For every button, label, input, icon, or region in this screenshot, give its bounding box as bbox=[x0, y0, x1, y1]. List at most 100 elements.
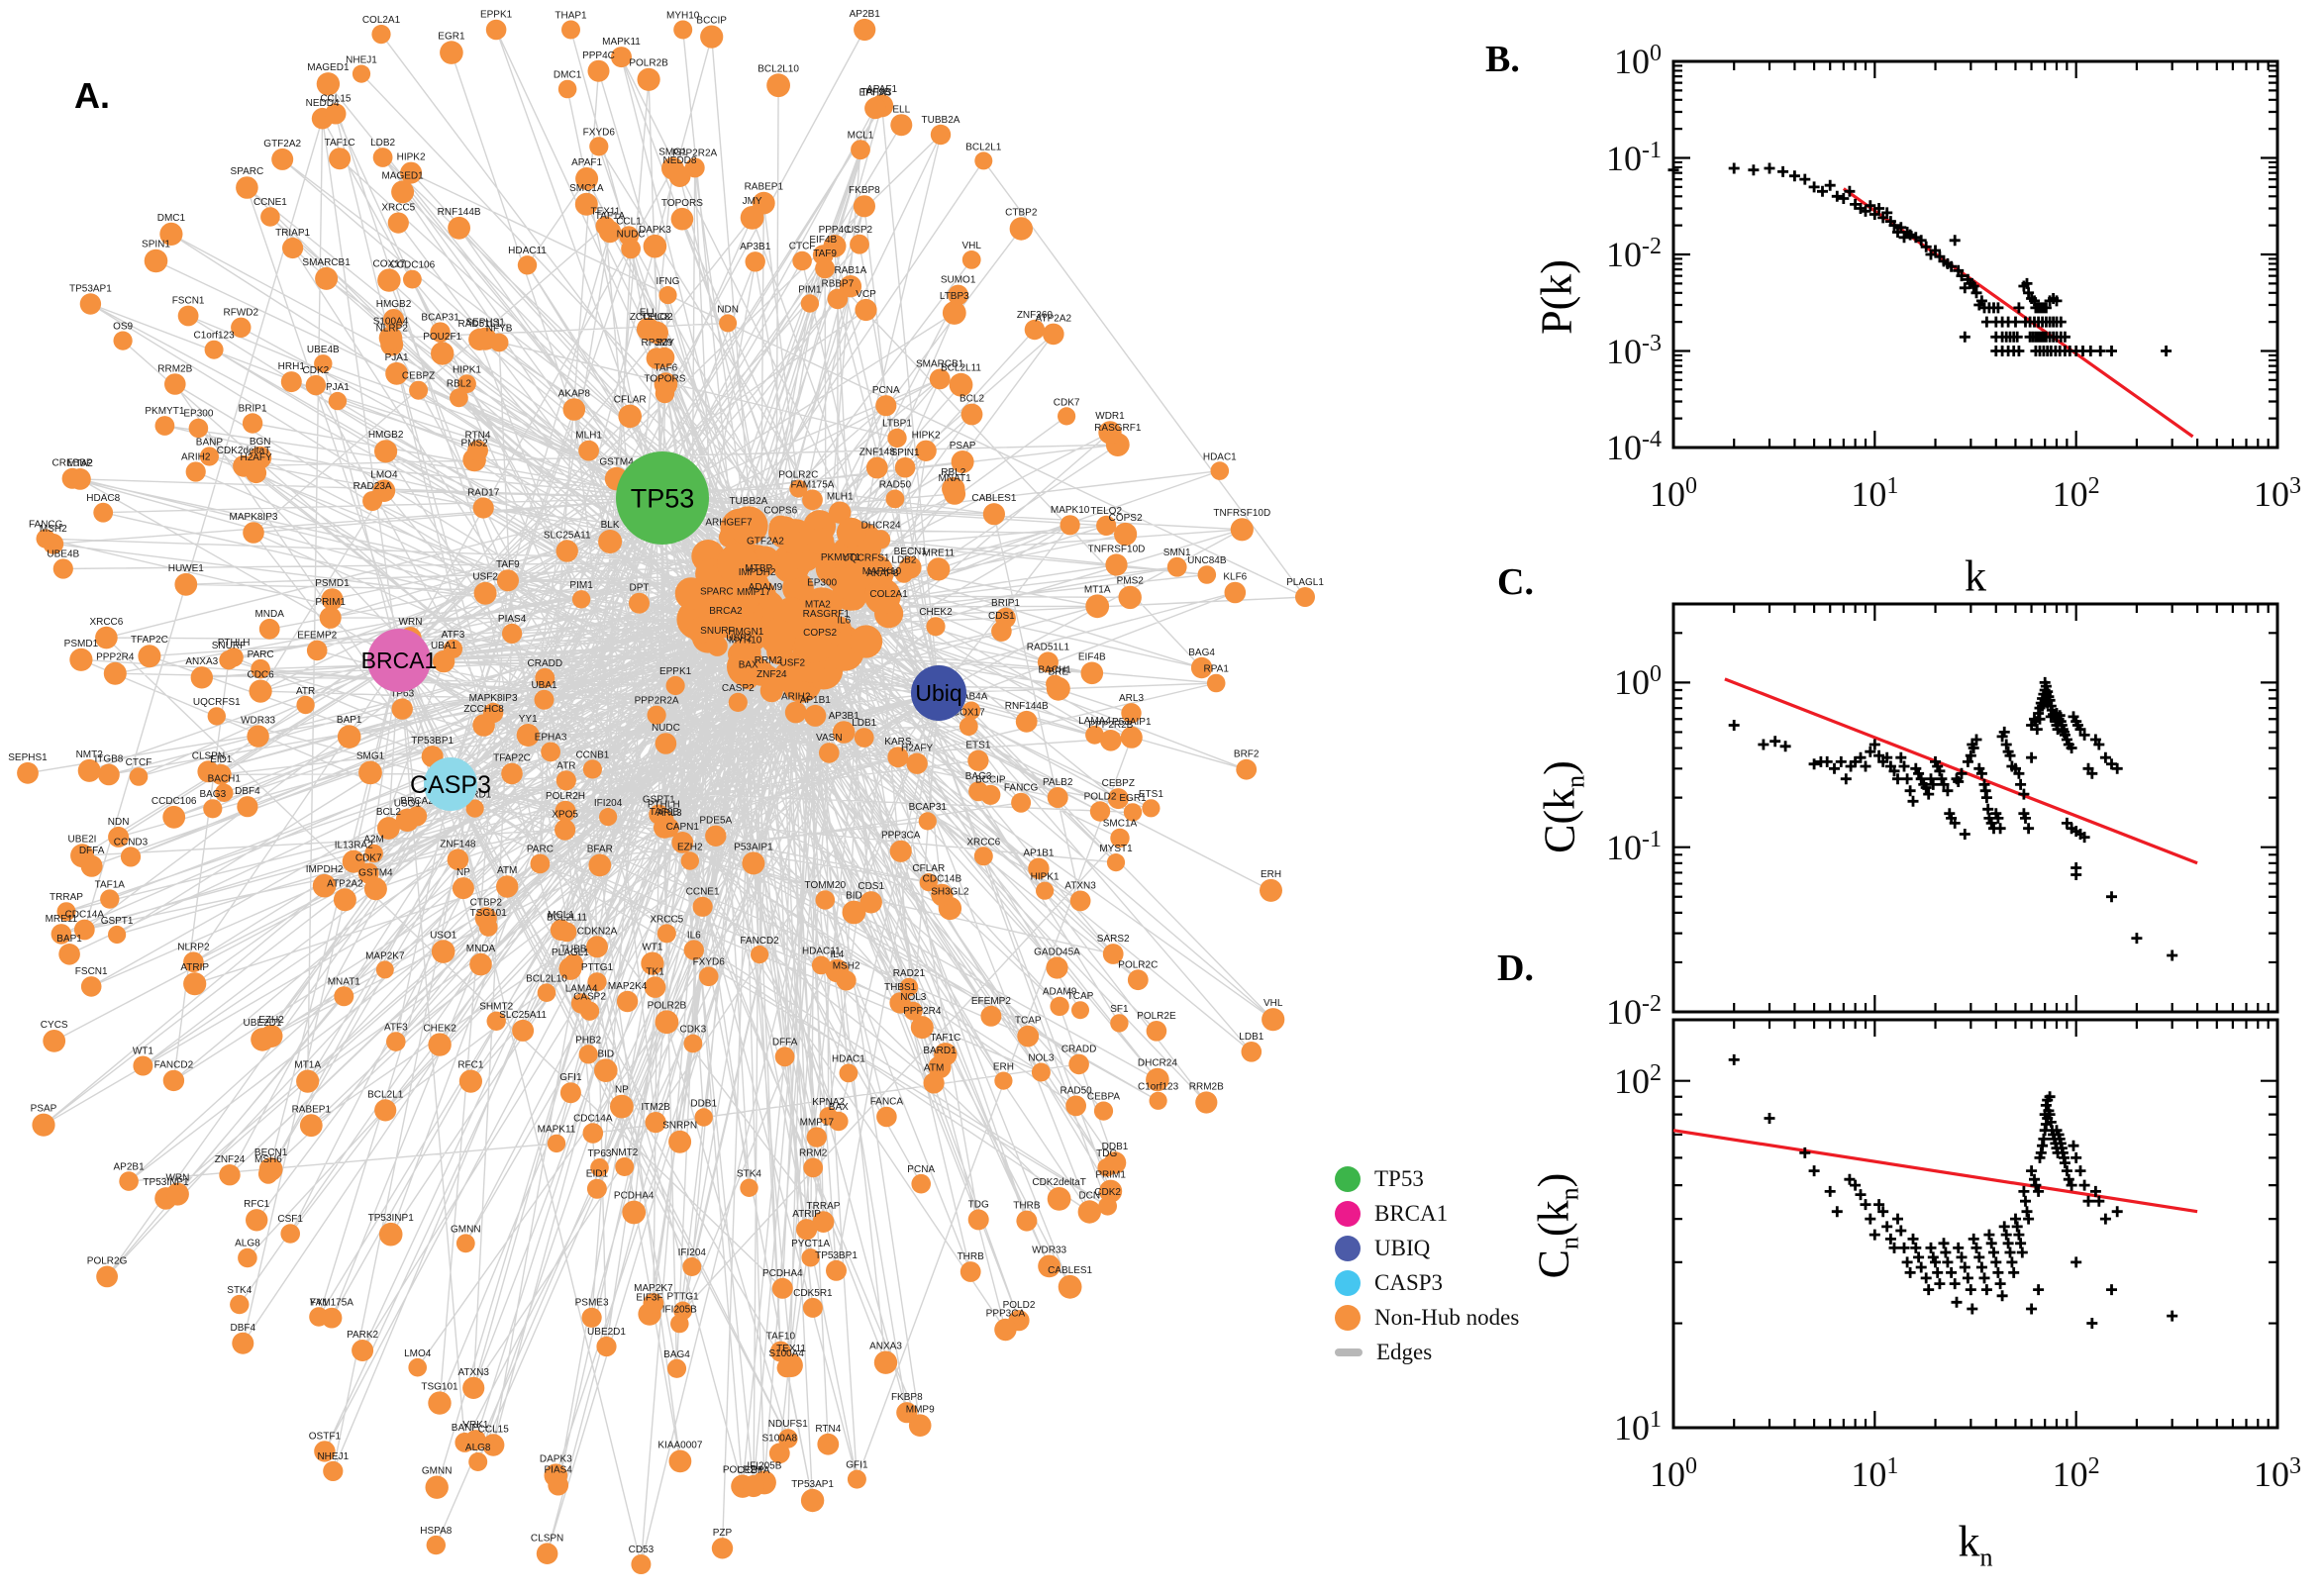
network-node bbox=[574, 192, 598, 216]
network-node-label: PSAP bbox=[950, 441, 976, 451]
panel-a-label: A. bbox=[74, 75, 110, 116]
network-node bbox=[457, 374, 476, 394]
network-node bbox=[372, 148, 393, 167]
y-axis-title-B: P(k) bbox=[1532, 259, 1581, 335]
network-node bbox=[431, 940, 455, 963]
network-node bbox=[815, 890, 836, 910]
network-node-label: TNFRSF10D bbox=[1088, 545, 1146, 555]
network-node bbox=[812, 1211, 835, 1233]
network-node-label: TP63 bbox=[588, 1148, 612, 1159]
network-node-label: TP53INP1 bbox=[143, 1177, 189, 1188]
network-node-label: PSAP bbox=[31, 1104, 57, 1115]
panel-b-label: B. bbox=[1485, 39, 1520, 80]
legend-item-tp53: TP53 bbox=[1335, 1166, 1519, 1192]
network-node-label: ARIH2 bbox=[781, 692, 811, 703]
network-node-label: TDG bbox=[1096, 1148, 1117, 1159]
network-node bbox=[224, 648, 244, 667]
network-node bbox=[598, 530, 623, 553]
network-node bbox=[859, 891, 882, 914]
network-node-label: DAPK3 bbox=[639, 225, 671, 236]
network-node-label: TRRAP bbox=[807, 1201, 841, 1212]
network-node-label: FAM175A bbox=[310, 1298, 354, 1309]
network-node bbox=[1110, 1014, 1129, 1033]
network-node bbox=[1038, 1254, 1060, 1278]
network-node bbox=[329, 148, 352, 170]
network-node bbox=[1093, 1101, 1114, 1121]
network-node-label: UQCRFS1 bbox=[843, 552, 890, 563]
network-node-label: PCDHA4 bbox=[614, 1191, 655, 1202]
network-node-label: EP300 bbox=[183, 409, 213, 420]
network-node bbox=[960, 403, 983, 426]
network-node-label: TOMM20 bbox=[805, 880, 847, 891]
network-node-label: CCDC106 bbox=[152, 796, 197, 807]
network-node-label: UBA1 bbox=[531, 680, 557, 691]
network-node-label: BACH1 bbox=[208, 774, 242, 785]
network-node-label: ZNF24 bbox=[215, 1154, 246, 1165]
network-node bbox=[305, 374, 327, 396]
network-node-label: CTBP2 bbox=[470, 897, 503, 908]
network-node bbox=[1230, 518, 1254, 542]
network-node bbox=[1036, 881, 1055, 900]
network-node bbox=[485, 19, 507, 41]
network-node bbox=[478, 918, 498, 937]
network-node-label: PPP2R2A bbox=[635, 696, 679, 707]
network-node bbox=[629, 592, 650, 614]
network-node-label: CD53 bbox=[629, 1545, 655, 1555]
network-node-label: BCL2 bbox=[960, 394, 984, 405]
network-node-labels: C1orf123 HDAC11 PARC MT1A SEPHS1 TEX11 SLC25A1… bbox=[8, 9, 1324, 1555]
network-node bbox=[162, 805, 186, 829]
network-node-label: CCL15 bbox=[320, 93, 352, 104]
network-node bbox=[670, 207, 694, 231]
network-node bbox=[631, 1554, 652, 1574]
network-node-label: JMY bbox=[743, 196, 762, 207]
network-node-label: TP53INP1 bbox=[368, 1213, 415, 1224]
network-node-label: EID1 bbox=[586, 1169, 609, 1180]
network-node-label: CCNE1 bbox=[253, 197, 287, 208]
network-node-label: SMN1 bbox=[1163, 548, 1191, 558]
network-node-label: A2M bbox=[363, 835, 384, 846]
network-node bbox=[1069, 890, 1091, 912]
network-node bbox=[587, 972, 607, 992]
network-node-label: SPIN1 bbox=[891, 448, 920, 458]
network-node bbox=[431, 342, 454, 365]
network-node bbox=[894, 456, 916, 478]
network-node bbox=[930, 124, 952, 146]
network-node-label: ZCCHC8 bbox=[463, 704, 504, 715]
network-node bbox=[96, 1265, 118, 1288]
network-node bbox=[154, 416, 175, 436]
network-node-label: JMY bbox=[655, 338, 674, 349]
network-node bbox=[450, 388, 468, 408]
network-node bbox=[903, 1001, 923, 1021]
network-node-label: RASGRF1 bbox=[1094, 423, 1142, 434]
legend-label: UBIQ bbox=[1374, 1236, 1431, 1260]
network-node-label: GFI1 bbox=[846, 1460, 868, 1471]
network-node bbox=[70, 844, 94, 868]
network-node-label: ETS1 bbox=[965, 741, 990, 751]
network-node bbox=[1043, 323, 1064, 346]
network-node-label: HIPK2 bbox=[397, 152, 426, 163]
network-node bbox=[185, 461, 206, 482]
network-node bbox=[378, 326, 403, 350]
network-node-label: CHEK2 bbox=[919, 607, 953, 618]
network-node-label: DAPK3 bbox=[540, 1453, 572, 1464]
network-node-label: BCL2L1 bbox=[965, 142, 1002, 152]
network-node bbox=[666, 1358, 687, 1378]
network-node-label: NLRP2 bbox=[376, 324, 409, 335]
network-node bbox=[655, 733, 677, 754]
hub-node-casp3 bbox=[424, 757, 477, 811]
network-node-label: C1orf123 bbox=[1138, 1082, 1179, 1093]
network-node-label: BACH1 bbox=[1039, 665, 1072, 676]
network-node-label: LDB2 bbox=[891, 554, 916, 565]
network-node bbox=[658, 286, 677, 305]
network-node bbox=[1106, 853, 1126, 872]
network-node bbox=[995, 607, 1016, 629]
network-node-label: TRRAP bbox=[50, 892, 83, 903]
network-node bbox=[973, 847, 993, 866]
network-node bbox=[587, 59, 610, 82]
network-node bbox=[575, 167, 599, 190]
network-node-label: ANXA3 bbox=[185, 656, 218, 667]
network-node-label: FANCD2 bbox=[740, 936, 779, 947]
network-node-label: PMS2 bbox=[1117, 576, 1145, 587]
network-node bbox=[1114, 522, 1138, 547]
